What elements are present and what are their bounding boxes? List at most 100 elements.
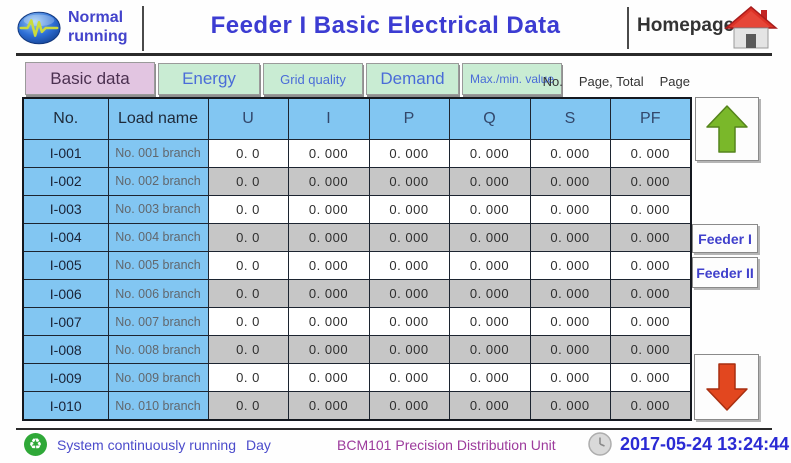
footer-mode-text: Day <box>246 437 271 453</box>
divider <box>16 428 772 430</box>
up-arrow-icon <box>706 105 748 153</box>
cell-value: 0. 000 <box>287 138 370 168</box>
cell-value: 0. 000 <box>529 391 611 421</box>
cell-value: 0. 000 <box>287 391 370 421</box>
homepage-button[interactable]: Homepage <box>637 15 735 36</box>
cell-value: 0. 000 <box>368 194 450 224</box>
cell-value: 0. 000 <box>368 391 450 421</box>
cell-value: 0. 000 <box>287 166 370 196</box>
cell-load-name: No. 007 branch <box>107 307 209 337</box>
cell-value: 0. 0 <box>207 194 289 224</box>
cell-load-name: No. 001 branch <box>107 138 209 168</box>
cell-value: 0. 000 <box>609 138 692 168</box>
cell-value: 0. 000 <box>529 166 611 196</box>
home-icon[interactable] <box>724 6 778 51</box>
cell-value: 0. 000 <box>609 194 692 224</box>
table-row: I-009 No. 009 branch 0. 0 0. 000 0. 000 0. 00… <box>22 363 692 393</box>
column-header: Q <box>448 97 531 140</box>
tab-grid-quality[interactable]: Grid quality <box>263 63 363 95</box>
cell-value: 0. 000 <box>448 194 531 224</box>
down-arrow-icon <box>705 363 748 411</box>
system-status-indicator: Normal running <box>68 8 128 46</box>
cell-value: 0. 0 <box>207 166 289 196</box>
table-row: I-006 No. 006 branch 0. 0 0. 000 0. 000 0. 00… <box>22 278 692 309</box>
cell-value: 0. 0 <box>207 250 289 280</box>
cell-value: 0. 000 <box>287 307 370 337</box>
cell-value: 0. 000 <box>529 363 611 393</box>
cell-value: 0. 000 <box>368 307 450 337</box>
cell-no: I-007 <box>22 307 109 337</box>
cell-value: 0. 000 <box>529 307 611 337</box>
tab-max-min-value[interactable]: Max./min. value <box>462 63 562 95</box>
cell-value: 0. 000 <box>529 250 611 280</box>
cell-load-name: No. 009 branch <box>107 363 209 393</box>
cell-no: I-005 <box>22 250 109 280</box>
table-header-row: No. Load name U I P Q S PF <box>22 97 692 140</box>
table-row: I-004 No. 004 branch 0. 0 0. 000 0. 000 0. 00… <box>22 222 692 252</box>
divider <box>627 7 629 49</box>
column-header: PF <box>609 97 692 140</box>
feeder-1-button[interactable]: Feeder I <box>692 224 758 253</box>
page-up-button[interactable] <box>695 97 759 161</box>
cell-no: I-009 <box>22 363 109 393</box>
page-info: No. Page, Total Page <box>540 74 690 89</box>
cell-value: 0. 000 <box>609 166 692 196</box>
table-row: I-007 No. 007 branch 0. 0 0. 000 0. 000 0. 00… <box>22 307 692 337</box>
cell-value: 0. 000 <box>529 278 611 309</box>
cell-value: 0. 000 <box>368 363 450 393</box>
feeder-2-button[interactable]: Feeder II <box>692 257 758 288</box>
column-header: Load name <box>107 97 209 140</box>
cell-value: 0. 000 <box>448 335 531 365</box>
cell-load-name: No. 005 branch <box>107 250 209 280</box>
cell-value: 0. 000 <box>609 363 692 393</box>
cell-value: 0. 0 <box>207 222 289 252</box>
cell-value: 0. 0 <box>207 335 289 365</box>
cell-load-name: No. 010 branch <box>107 391 209 421</box>
cell-value: 0. 000 <box>287 194 370 224</box>
table-row: I-005 No. 005 branch 0. 0 0. 000 0. 000 0. 00… <box>22 250 692 280</box>
table-row: I-002 No. 002 branch 0. 0 0. 000 0. 000 0. 00… <box>22 166 692 196</box>
cell-value: 0. 000 <box>609 307 692 337</box>
cell-value: 0. 000 <box>448 222 531 252</box>
cell-value: 0. 000 <box>287 222 370 252</box>
page-info-no-label: No. <box>542 74 563 89</box>
status-line-1: Normal <box>68 9 124 26</box>
recycle-status-icon: ♻ <box>24 433 47 456</box>
column-header: P <box>368 97 450 140</box>
divider <box>142 6 144 51</box>
column-header: U <box>207 97 289 140</box>
cell-load-name: No. 008 branch <box>107 335 209 365</box>
cell-value: 0. 000 <box>529 222 611 252</box>
divider <box>16 53 772 56</box>
cell-no: I-008 <box>22 335 109 365</box>
waveform-logo-icon <box>17 11 61 45</box>
cell-value: 0. 000 <box>448 138 531 168</box>
page-down-button[interactable] <box>694 354 759 420</box>
table-row: I-010 No. 010 branch 0. 0 0. 000 0. 000 0. 00… <box>22 391 692 421</box>
column-header: I <box>287 97 370 140</box>
cell-no: I-004 <box>22 222 109 252</box>
cell-value: 0. 000 <box>368 222 450 252</box>
cell-no: I-002 <box>22 166 109 196</box>
electrical-data-table: No. Load name U I P Q S PF I-001 No. 001 branch 0… <box>22 97 692 421</box>
table-row: I-001 No. 001 branch 0. 0 0. 000 0. 000 0. 00… <box>22 138 692 168</box>
page-info-end-label: Page <box>659 74 690 89</box>
cell-value: 0. 000 <box>287 335 370 365</box>
cell-value: 0. 000 <box>448 307 531 337</box>
cell-load-name: No. 002 branch <box>107 166 209 196</box>
cell-value: 0. 000 <box>448 250 531 280</box>
cell-no: I-010 <box>22 391 109 421</box>
tab-demand[interactable]: Demand <box>366 63 459 95</box>
status-line-2: running <box>68 28 128 45</box>
cell-value: 0. 000 <box>609 278 692 309</box>
footer-device-text: BCM101 Precision Distribution Unit <box>337 437 556 453</box>
cell-value: 0. 0 <box>207 391 289 421</box>
cell-no: I-003 <box>22 194 109 224</box>
datetime-display: 2017-05-24 13:24:44 <box>620 434 790 454</box>
tab-energy[interactable]: Energy <box>158 63 260 95</box>
cell-load-name: No. 003 branch <box>107 194 209 224</box>
cell-load-name: No. 006 branch <box>107 278 209 309</box>
tab-basic-data[interactable]: Basic data <box>25 62 155 95</box>
page-info-mid-label: Page, Total <box>578 74 644 89</box>
